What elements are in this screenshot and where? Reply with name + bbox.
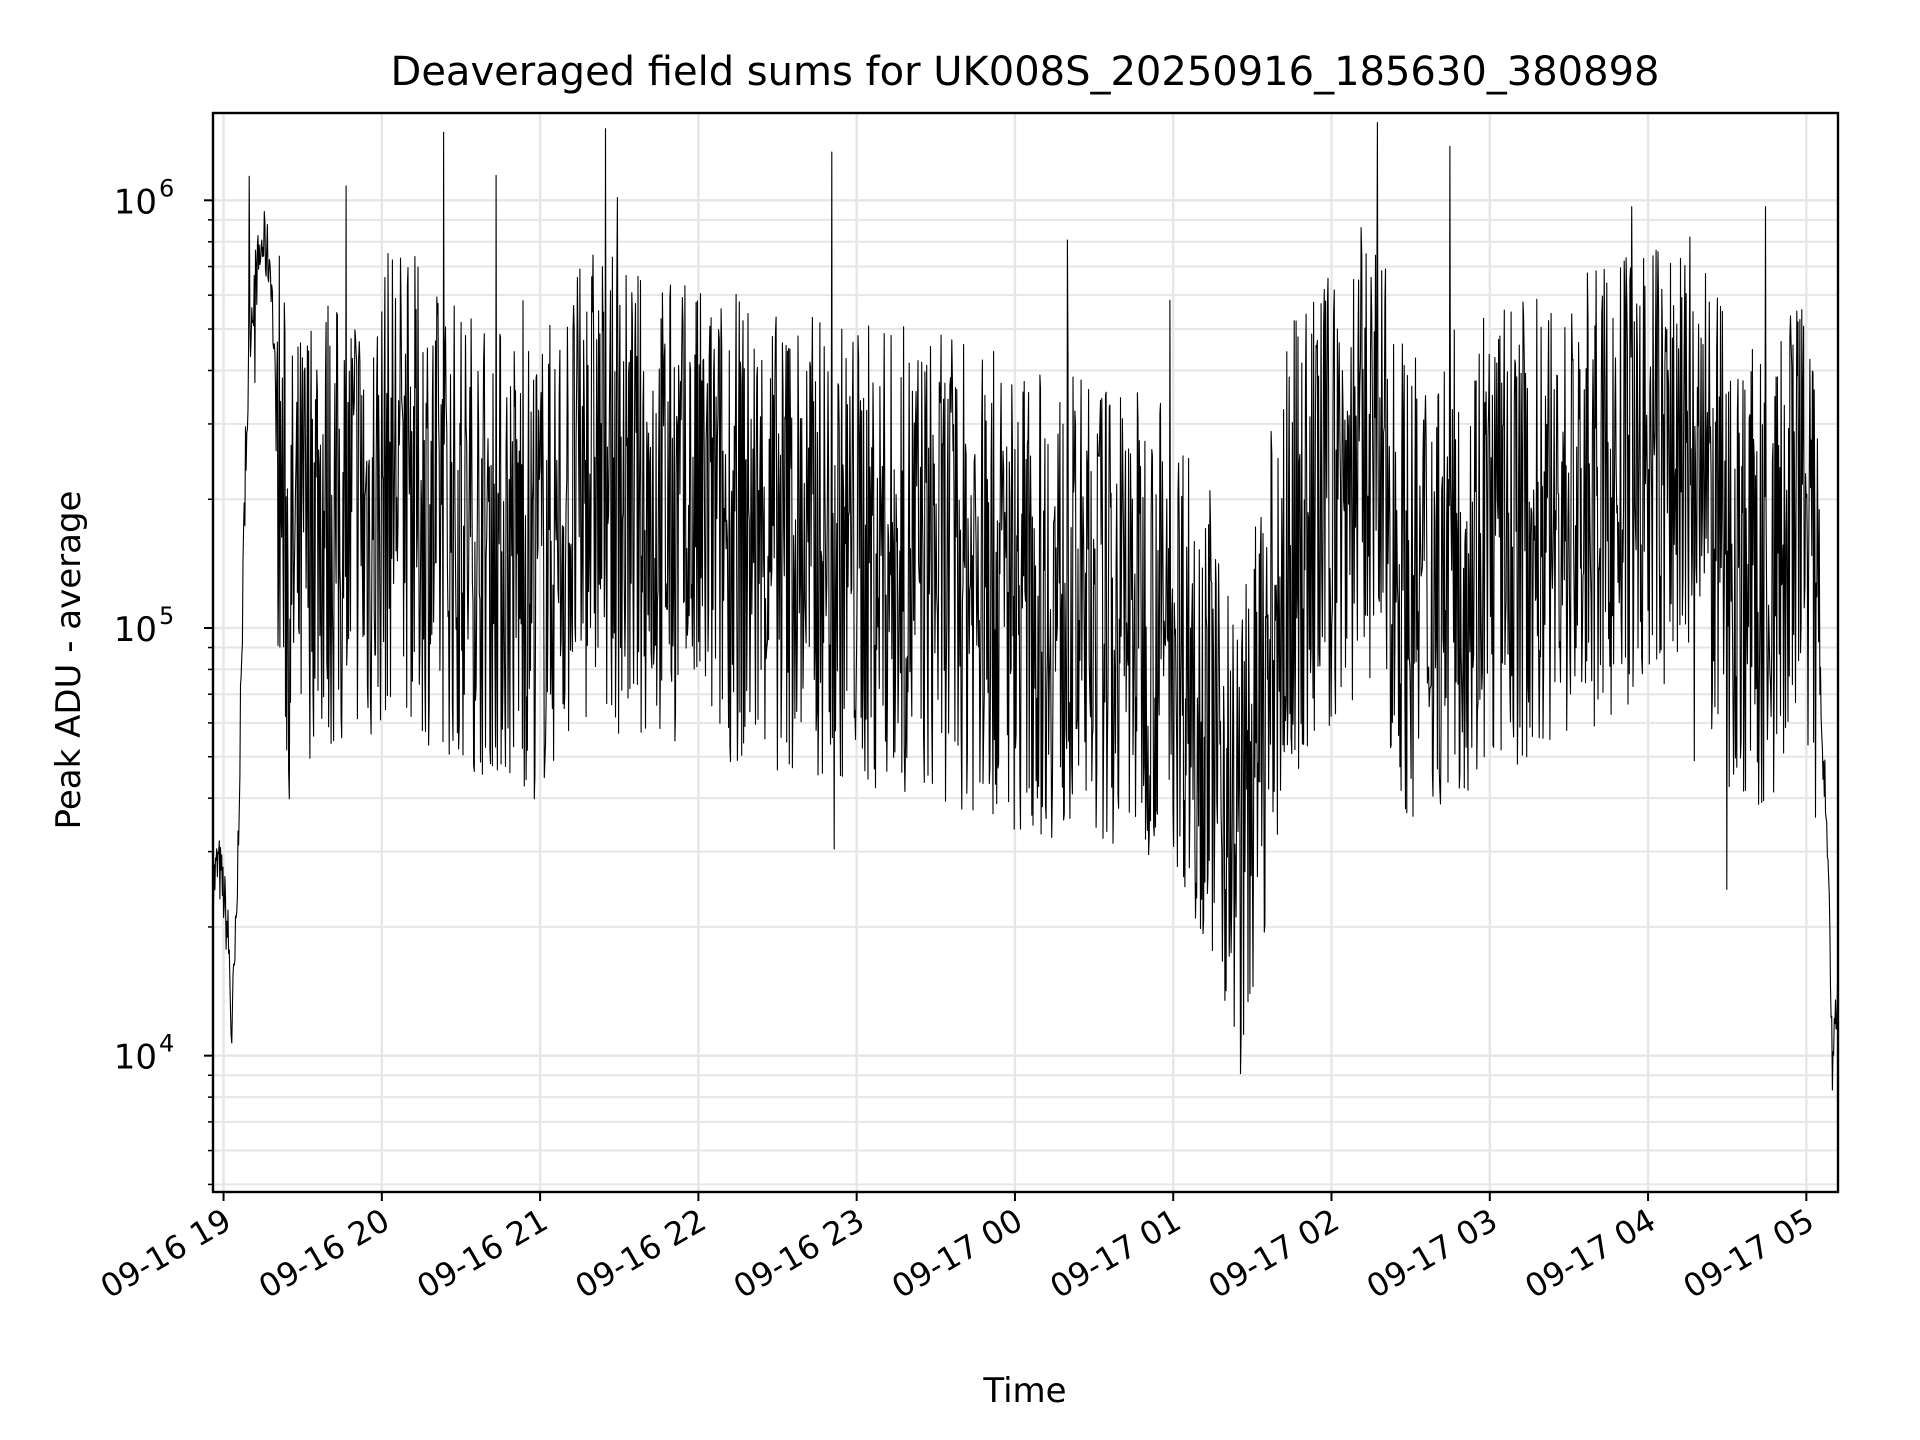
y-tick-label: 10 xyxy=(114,182,157,222)
y-tick-exponent: 5 xyxy=(159,602,174,630)
y-tick-exponent: 6 xyxy=(159,174,174,202)
y-tick-label: 10 xyxy=(114,610,157,650)
x-axis-label: Time xyxy=(982,1371,1066,1411)
plot-data xyxy=(212,121,1839,1091)
y-tick-label: 10 xyxy=(114,1038,157,1078)
chart-title: Deaveraged field sums for UK008S_2025091… xyxy=(391,49,1660,95)
y-axis-label: Peak ADU - average xyxy=(49,491,89,830)
y-tick-exponent: 4 xyxy=(159,1030,174,1058)
plot-frame xyxy=(211,111,1840,1194)
data-line xyxy=(212,121,1839,1091)
